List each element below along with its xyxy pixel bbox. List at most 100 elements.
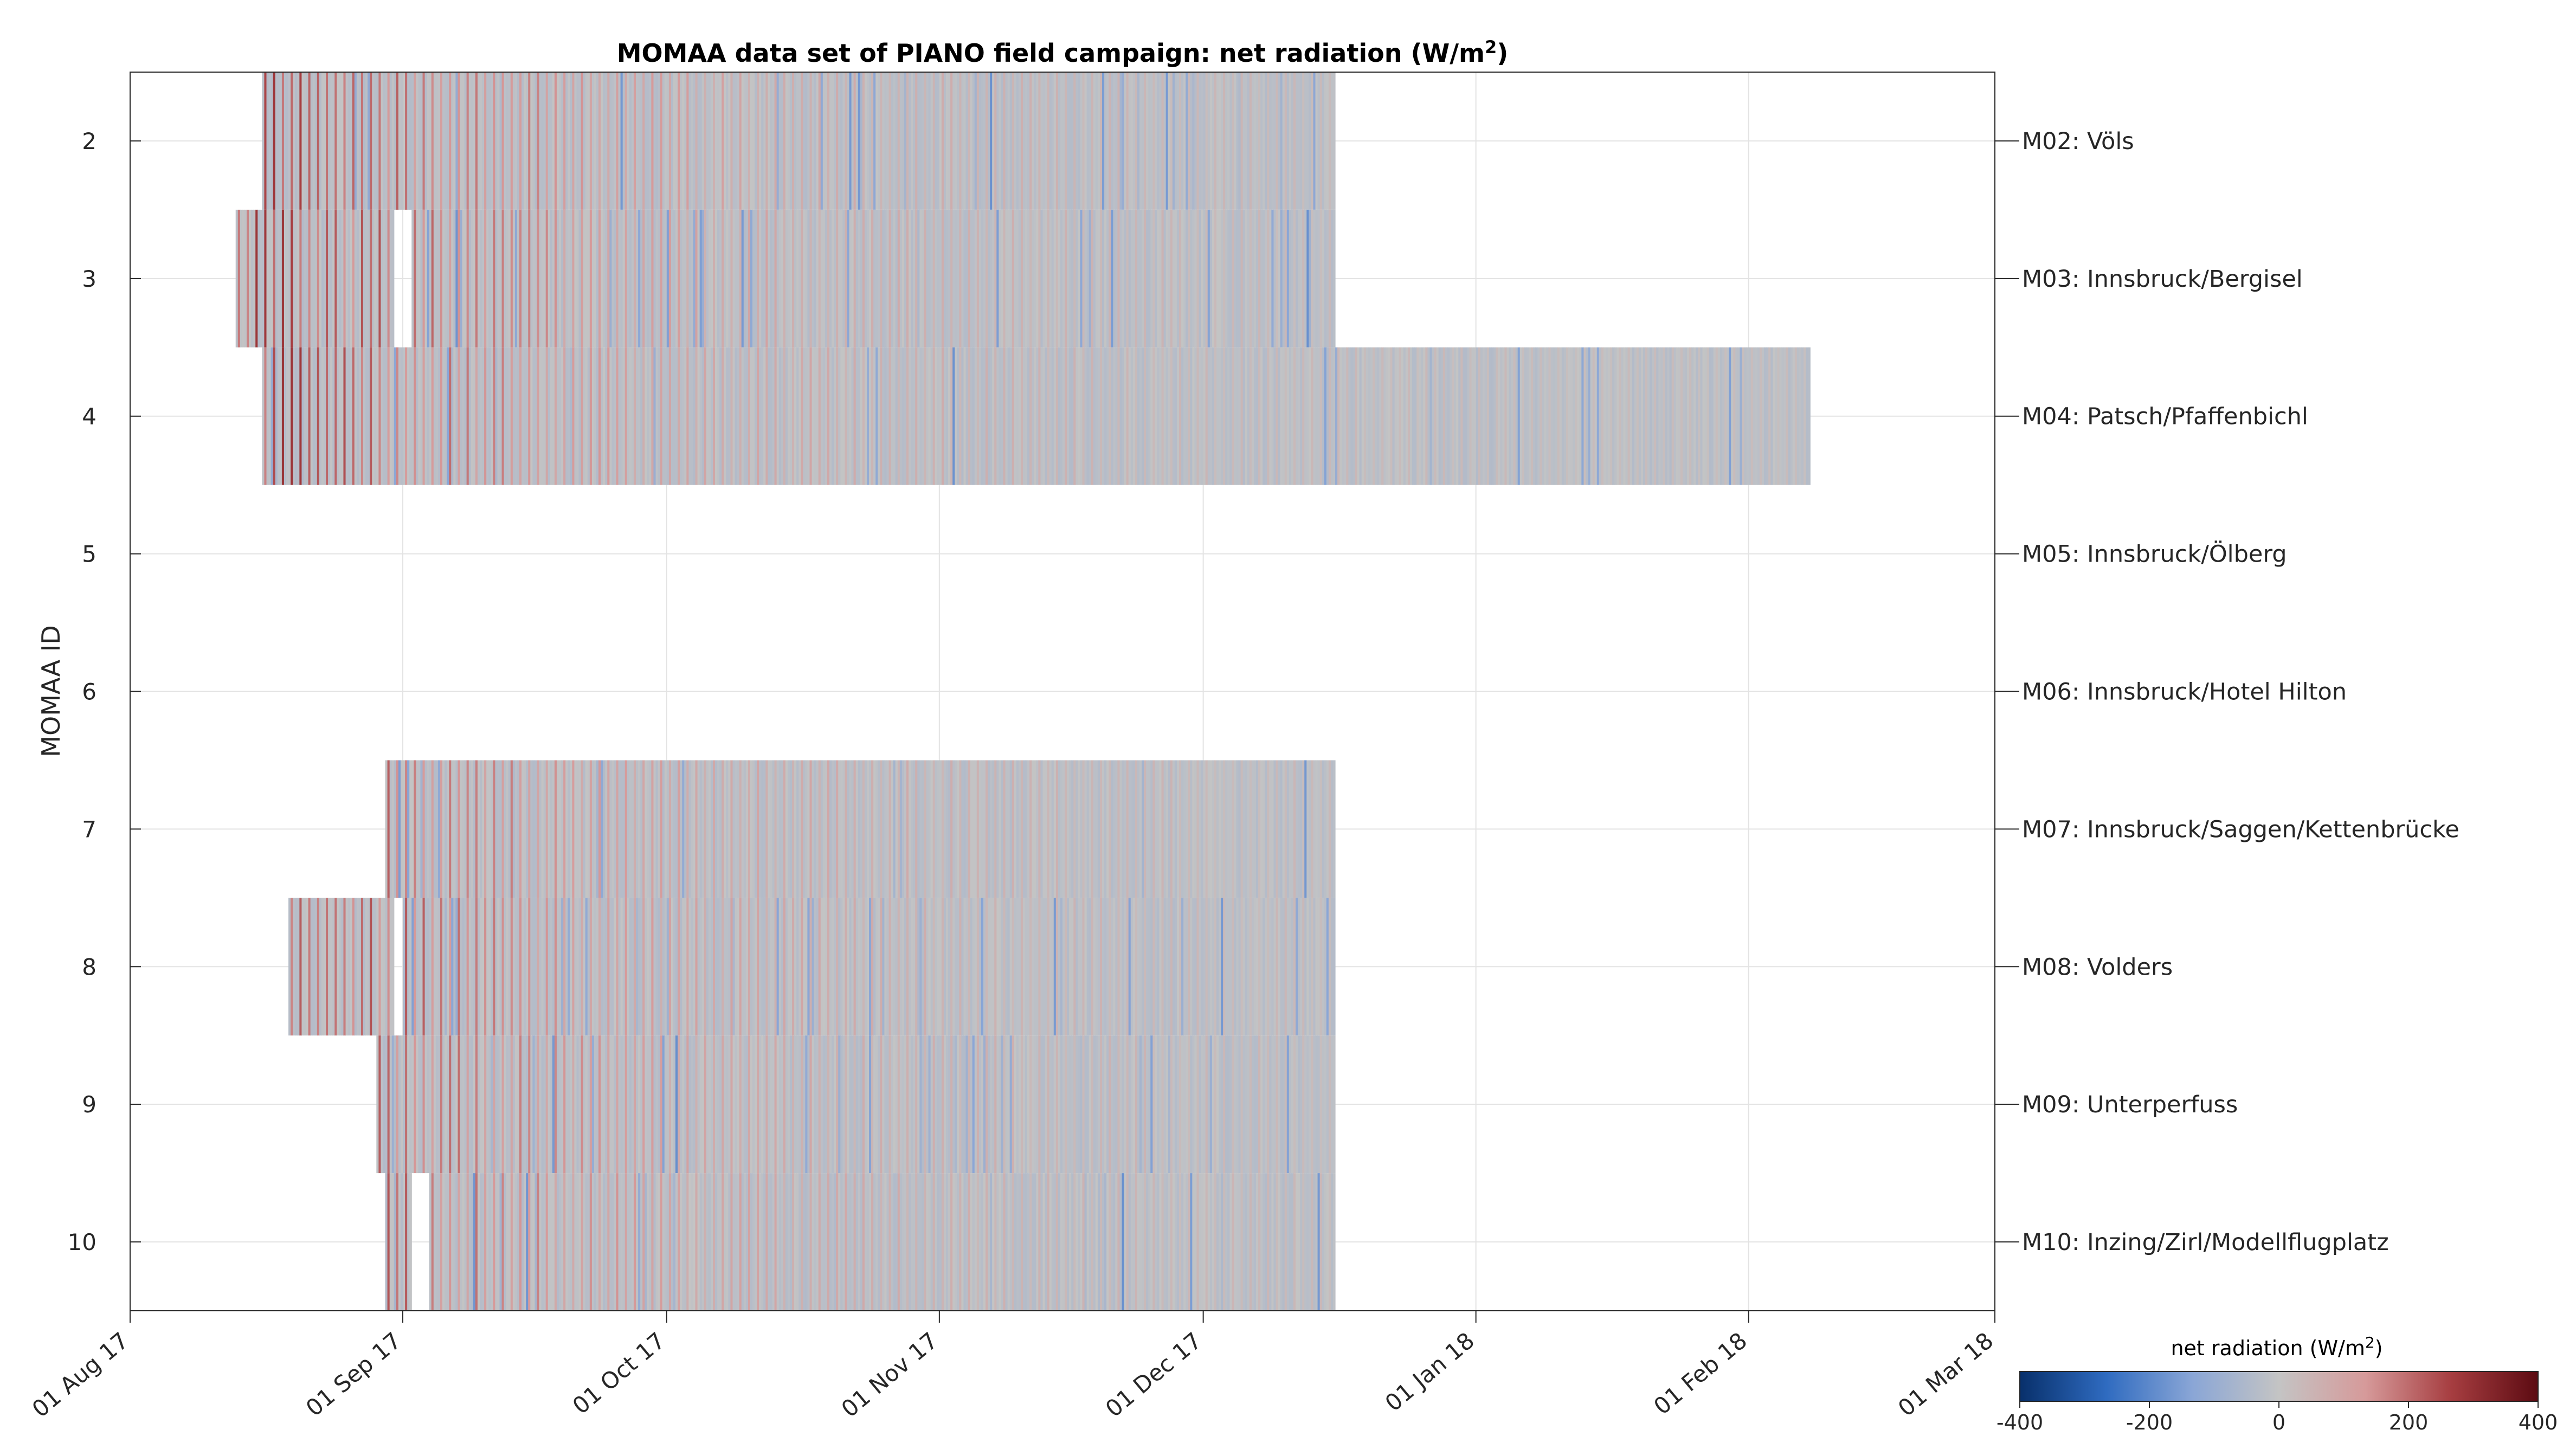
heatmap-cell [647,898,649,1036]
heatmap-cell [774,209,777,347]
heatmap-cell [1282,347,1285,485]
heatmap-cell [368,72,370,210]
heatmap-cell [297,209,300,347]
heatmap-cell [1163,347,1167,485]
heatmap-cell [1407,347,1411,485]
heatmap-cell [1069,209,1072,347]
heatmap-cell [1148,209,1151,347]
heatmap-cell [1361,347,1364,485]
heatmap-cell [880,1173,883,1311]
heatmap-cell [284,72,287,210]
heatmap-cell [1152,72,1155,210]
heatmap-cell [978,209,982,347]
heatmap-cell [504,72,507,210]
heatmap-cell [356,72,359,210]
heatmap-cell [347,347,351,485]
heatmap-cell [1007,1173,1010,1311]
heatmap-cell [968,72,971,210]
heatmap-cell [1016,898,1019,1036]
heatmap-cell [842,1035,845,1174]
heatmap-cell [660,760,663,898]
heatmap-cell [618,898,621,1036]
heatmap-cell [787,898,790,1036]
heatmap-cell [728,898,731,1036]
heatmap-cell [666,209,669,347]
heatmap-cell [607,1173,610,1311]
heatmap-cell [514,760,518,898]
heatmap-cell [614,347,617,485]
heatmap-cell [759,347,762,485]
heatmap-cell [946,1035,949,1174]
heatmap-cell [1223,347,1226,485]
heatmap-cell [598,898,601,1036]
heatmap-cell [548,347,551,485]
heatmap-cell [999,1173,1002,1311]
heatmap-cell [680,760,682,898]
heatmap-cell [1278,1173,1281,1311]
heatmap-cell [347,898,351,1036]
heatmap-cell [1012,1173,1015,1311]
heatmap-cell [955,209,957,347]
heatmap-cell [1478,347,1481,485]
heatmap-cell [1032,347,1034,485]
heatmap-cell [398,72,401,210]
heatmap-cell [435,209,439,347]
heatmap-cell [609,898,612,1036]
heatmap-cell [755,72,757,210]
heatmap-cell [618,72,621,210]
heatmap-cell [437,898,441,1036]
heatmap-cell [574,760,577,898]
heatmap-cell [1005,72,1008,210]
heatmap-cell [658,1035,661,1174]
heatmap-cell [728,1035,731,1174]
heatmap-cell [501,209,505,347]
heatmap-cell [1282,72,1285,210]
heatmap-cell [816,209,819,347]
heatmap-cell [1251,209,1254,347]
heatmap-cell [1328,347,1331,485]
heatmap-cell [642,898,645,1036]
heatmap-cell [693,209,696,347]
heatmap-cell [1179,1173,1182,1311]
heatmap-cell [1449,347,1452,485]
heatmap-cell [418,898,421,1036]
heatmap-cell [1253,898,1257,1036]
heatmap-cell [1214,209,1217,347]
heatmap-cell [668,1035,672,1174]
heatmap-cell [1263,72,1265,210]
heatmap-cell [638,1173,641,1311]
heatmap-cell [1634,347,1637,485]
heatmap-cell [1311,209,1314,347]
heatmap-cell [735,209,738,347]
heatmap-cell [792,760,795,898]
heatmap-cell [1337,347,1340,485]
heatmap-cell [1238,72,1241,210]
heatmap-cell [491,72,493,210]
heatmap-cell [1148,347,1151,485]
heatmap-cell [1744,347,1747,485]
heatmap-cell [514,347,518,485]
heatmap-cell [1326,1173,1329,1311]
heatmap-cell [585,209,588,347]
y-axis-label: MOMAA ID [36,625,66,757]
heatmap-cell [1247,347,1250,485]
heatmap-cell [755,898,757,1036]
heatmap-cell [437,1035,441,1174]
heatmap-cell [785,898,788,1036]
heatmap-cell [818,760,821,898]
heatmap-cell [1192,209,1195,347]
heatmap-cell [1322,209,1325,347]
heatmap-cell [266,209,269,347]
heatmap-cell [1115,347,1118,485]
heatmap-cell [326,72,329,210]
heatmap-cell [1119,760,1123,898]
heatmap-cell [1298,72,1300,210]
heatmap-cell [453,347,456,485]
heatmap-cell [475,1035,478,1174]
heatmap-cell [1126,209,1129,347]
heatmap-cell [1032,1035,1034,1174]
heatmap-cell [1245,72,1248,210]
heatmap-cell [1282,898,1285,1036]
heatmap-cell [378,347,382,485]
heatmap-cell [1737,347,1741,485]
